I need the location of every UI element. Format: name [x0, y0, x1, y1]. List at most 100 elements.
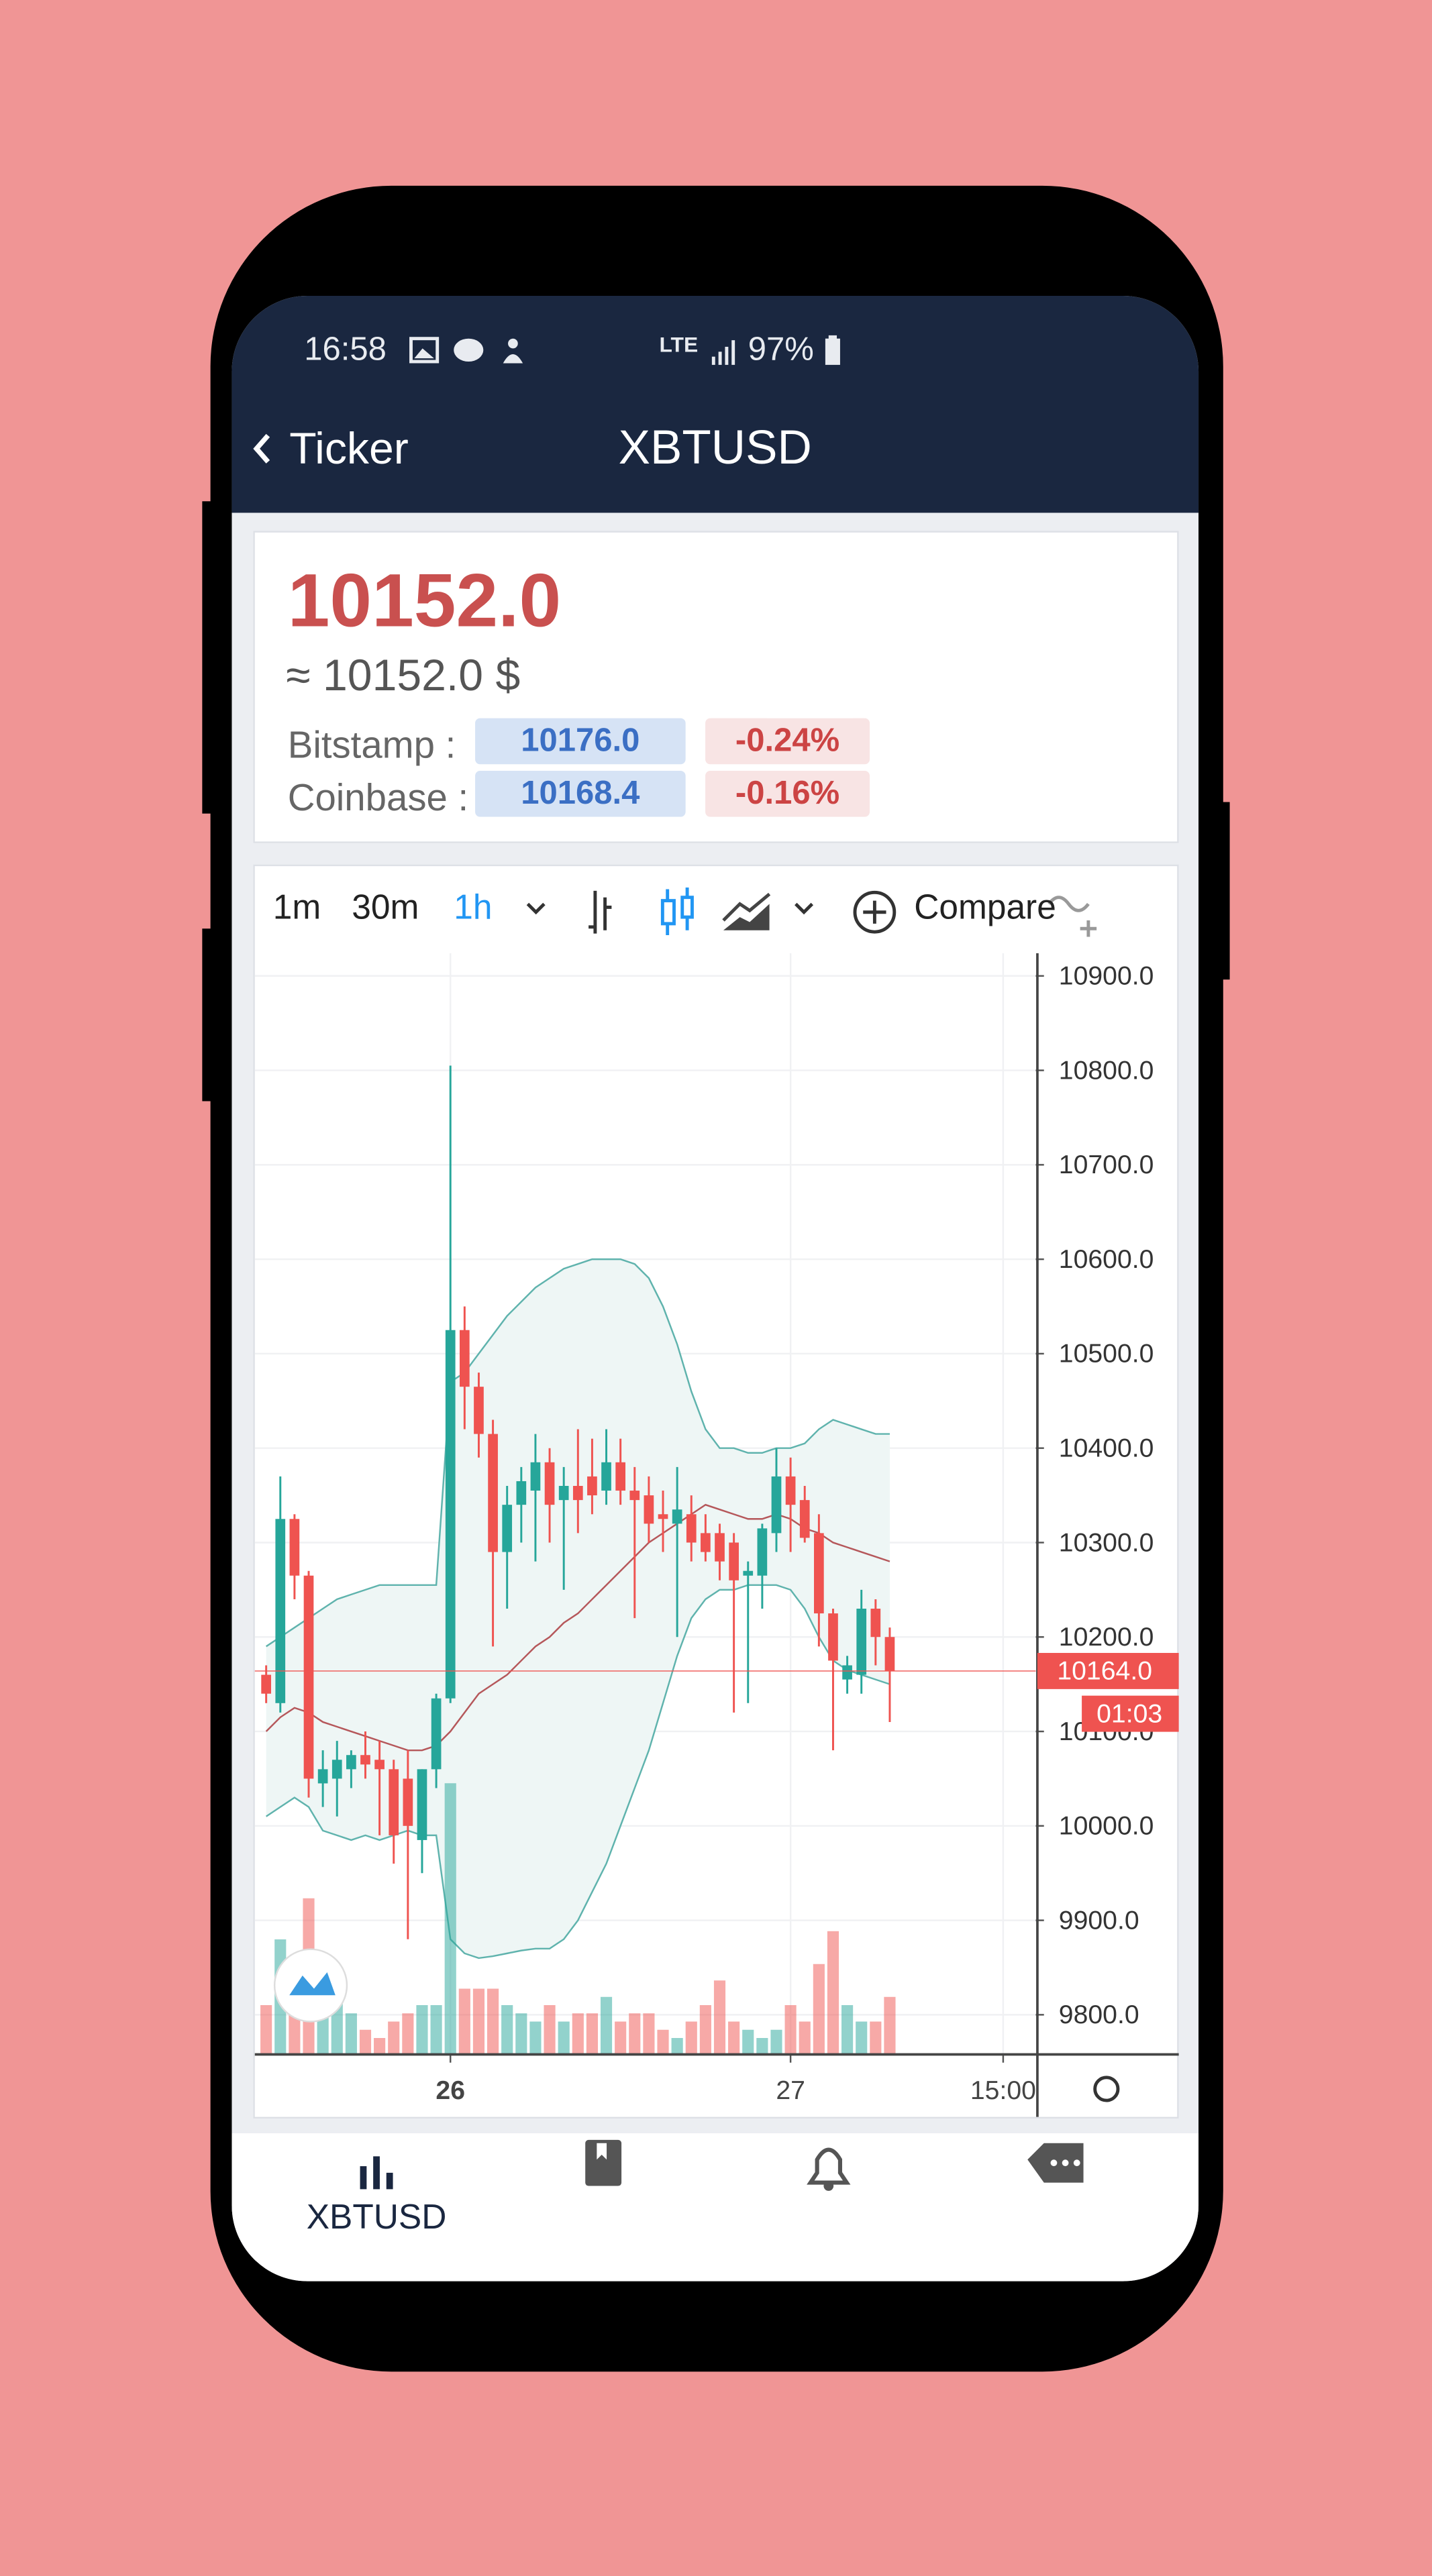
volume-bar — [544, 2005, 556, 2055]
toolbar-icons[interactable] — [519, 884, 1144, 940]
volume-bar — [402, 2013, 414, 2055]
candle-body — [686, 1514, 697, 1543]
volume-bar — [600, 1996, 613, 2055]
volume-bar — [487, 1988, 499, 2055]
exchange-name: Coinbase : — [287, 775, 469, 819]
candle-body — [544, 1462, 555, 1505]
candle-body — [488, 1434, 498, 1552]
y-tick-label: 10200.0 — [1059, 1623, 1154, 1652]
candle-body — [374, 1760, 385, 1770]
volume-bar — [699, 2005, 711, 2055]
nav-label[interactable]: XBTUSD — [306, 2199, 447, 2237]
network-type: LTE — [659, 331, 699, 357]
candle-body — [644, 1495, 654, 1524]
y-tick-label: 10600.0 — [1059, 1245, 1154, 1274]
volume-bar — [742, 2029, 754, 2055]
volume-bar — [841, 2005, 854, 2055]
candle-body — [331, 1760, 342, 1779]
volume-bar — [501, 2005, 513, 2055]
volume-bar — [444, 1783, 456, 2055]
exchange-price: 10168.4 — [475, 771, 686, 817]
candle-body — [757, 1528, 768, 1576]
x-tick-label: 26 — [436, 2076, 465, 2105]
band-line — [265, 1258, 890, 1648]
interval-button[interactable]: 1m — [272, 889, 321, 927]
candle-body — [672, 1509, 682, 1524]
countdown-label: 01:03 — [1096, 1699, 1162, 1728]
volume-bar — [657, 2029, 669, 2055]
volume-bar — [728, 2021, 740, 2055]
last-price: 10152.0 — [287, 557, 562, 643]
interval-button[interactable]: 1h — [454, 889, 493, 927]
y-tick-label: 9900.0 — [1059, 1906, 1139, 1935]
candle-body — [445, 1330, 456, 1699]
candle-body — [360, 1755, 370, 1765]
screen: 16:58 LTE 97% Ticker XBTUSD 10152.0 ≈ 10… — [232, 296, 1199, 2282]
volume-bar — [756, 2038, 768, 2055]
volume-bar — [317, 2013, 329, 2055]
volume-bar — [813, 1964, 825, 2055]
volume-bar — [529, 2021, 542, 2055]
volume-bar — [856, 2021, 868, 2055]
volume-bar — [799, 2021, 811, 2055]
exchange-change: -0.16% — [705, 771, 870, 817]
last-price-tag — [1037, 1652, 1179, 1689]
candle-body — [417, 1769, 427, 1840]
interval-button[interactable]: 30m — [352, 889, 419, 927]
candle-body — [516, 1481, 527, 1505]
volume-bar — [345, 2013, 357, 2055]
candle-body — [558, 1486, 569, 1501]
candle-body — [629, 1491, 640, 1501]
volume-bar — [827, 1931, 839, 2055]
exchange-name: Bitstamp : — [287, 723, 456, 766]
candle-body — [828, 1613, 838, 1661]
x-tick-label: 15:00 — [970, 2076, 1036, 2105]
last-price-label: 10164.0 — [1057, 1657, 1152, 1686]
volume-bar — [870, 2021, 882, 2055]
candle-body — [317, 1769, 328, 1784]
candle-body — [701, 1533, 711, 1552]
x-tick-label: 27 — [776, 2076, 805, 2105]
exchange-price: 10176.0 — [475, 718, 686, 765]
y-tick-label: 10800.0 — [1059, 1056, 1154, 1085]
y-tick-label: 10500.0 — [1059, 1340, 1154, 1368]
y-tick-label: 9800.0 — [1059, 2000, 1139, 2029]
status-time: 16:58 — [304, 331, 387, 368]
volume-bar — [770, 2029, 782, 2055]
volume-bar — [629, 2013, 641, 2055]
candle-body — [856, 1609, 867, 1675]
candle-body — [658, 1514, 668, 1519]
volume-bar — [685, 2021, 697, 2055]
candle-body — [431, 1698, 442, 1770]
page-title: XBTUSD — [618, 422, 812, 476]
y-tick-label: 10700.0 — [1059, 1150, 1154, 1179]
candle-body — [715, 1533, 725, 1562]
compare-button[interactable]: Compare — [914, 889, 1056, 927]
candle-body — [459, 1330, 470, 1387]
countdown-tag — [1082, 1695, 1179, 1732]
back-button[interactable]: Ticker — [289, 424, 409, 474]
candle-body — [389, 1769, 399, 1835]
settings-button — [1093, 2076, 1120, 2102]
band-fill — [266, 1259, 890, 1958]
volume-bar — [374, 2038, 386, 2055]
battery-level: 97% — [748, 331, 814, 368]
volume-bar — [458, 1988, 470, 2055]
back-arrow[interactable] — [248, 431, 274, 467]
candle-body — [474, 1387, 484, 1434]
candle-body — [275, 1519, 286, 1703]
battery-icon — [825, 335, 840, 365]
y-tick-label: 10900.0 — [1059, 962, 1154, 991]
y-tick-label: 10400.0 — [1059, 1434, 1154, 1462]
candle-body — [572, 1486, 583, 1501]
volume-bar — [472, 1988, 485, 2055]
candle-body — [346, 1755, 356, 1770]
candle-body — [771, 1476, 782, 1534]
volume-bar — [643, 2013, 655, 2055]
volume-bar — [558, 2021, 570, 2055]
volume-bar — [586, 2013, 598, 2055]
nav-icons[interactable] — [232, 2133, 1198, 2282]
status-icons — [409, 337, 523, 364]
